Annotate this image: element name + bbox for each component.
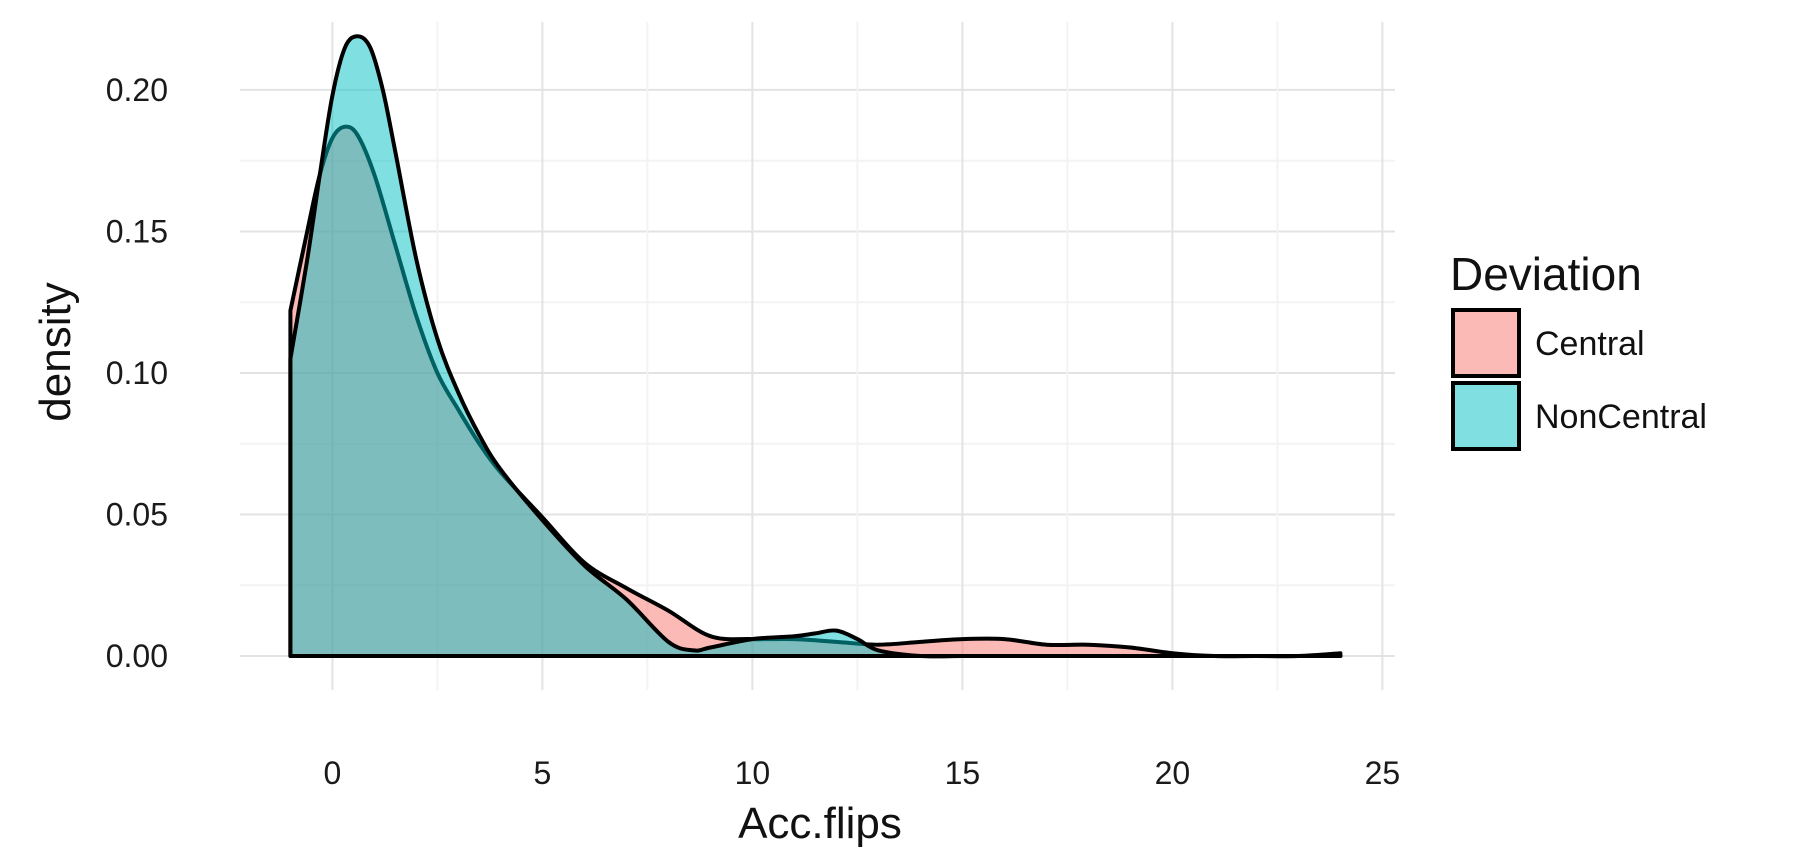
y-tick-label: 0.05 <box>106 497 168 533</box>
y-tick-label: 0.10 <box>106 355 168 391</box>
x-axis-title: Acc.flips <box>738 799 902 848</box>
legend: Deviation Central NonCentral <box>1450 248 1707 451</box>
y-tick-label: 0.00 <box>106 638 168 674</box>
x-tick-label: 0 <box>324 755 342 791</box>
y-tick-label: 0.20 <box>106 72 168 108</box>
x-tick-label: 25 <box>1365 755 1401 791</box>
density-area-noncentral <box>288 34 1343 659</box>
legend-label: NonCentral <box>1535 398 1707 436</box>
x-tick-label: 10 <box>735 755 771 791</box>
legend-title: Deviation <box>1450 248 1642 300</box>
x-tick-label: 20 <box>1155 755 1191 791</box>
y-axis-title: density <box>31 282 80 421</box>
x-axis-ticks: 0 5 10 15 20 25 <box>324 755 1401 791</box>
y-axis-ticks: 0.00 0.05 0.10 0.15 0.20 <box>106 72 168 674</box>
series-layer <box>288 34 1343 659</box>
legend-label: Central <box>1535 325 1645 363</box>
grid-lines <box>240 22 1395 690</box>
x-tick-label: 15 <box>945 755 981 791</box>
legend-swatch <box>1451 308 1521 378</box>
x-tick-label: 5 <box>534 755 552 791</box>
y-tick-label: 0.15 <box>106 213 168 249</box>
legend-swatch <box>1451 381 1521 451</box>
